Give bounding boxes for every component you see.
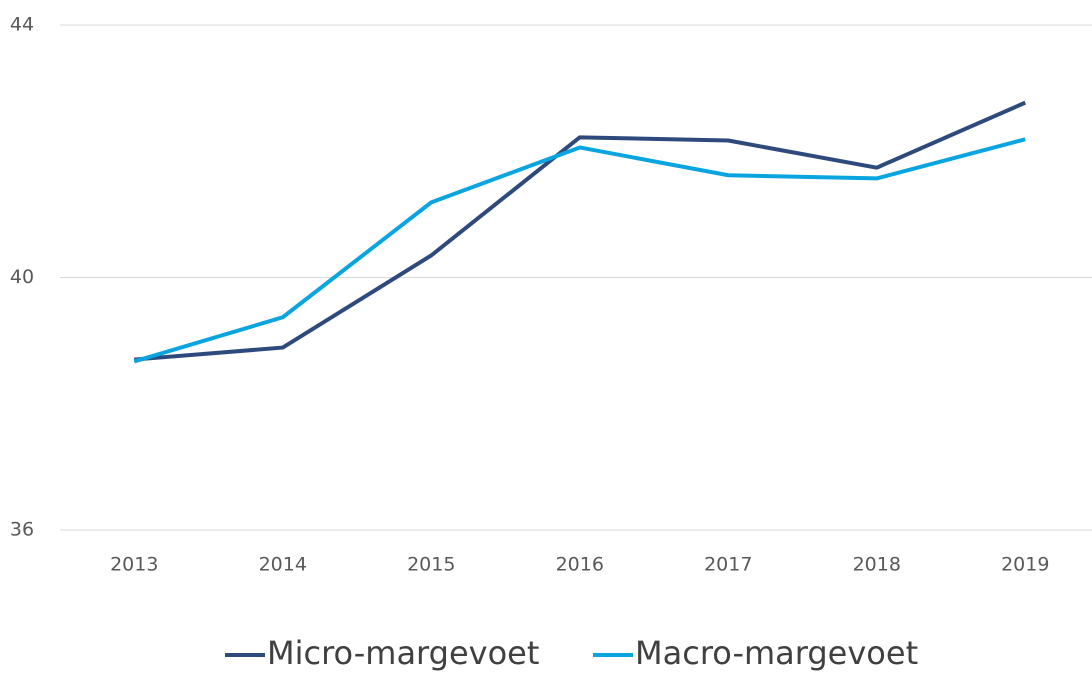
- y-tick-label: 40: [10, 266, 34, 288]
- series-line: [134, 100, 1027, 362]
- x-tick-label: 2019: [1001, 554, 1049, 576]
- x-tick-label: 2017: [704, 554, 752, 576]
- x-tick-label: 2014: [259, 554, 307, 576]
- x-tick-label: 2016: [556, 554, 604, 576]
- series-line: [133, 137, 1026, 364]
- x-tick-label: 2018: [853, 554, 901, 576]
- legend-label: Macro-margevoet: [635, 634, 918, 672]
- x-tick-label: 2013: [110, 554, 158, 576]
- legend-label: Micro-margevoet: [267, 634, 539, 672]
- y-tick-label: 36: [10, 519, 34, 541]
- x-tick-label: 2015: [407, 554, 455, 576]
- y-tick-label: 44: [10, 14, 34, 36]
